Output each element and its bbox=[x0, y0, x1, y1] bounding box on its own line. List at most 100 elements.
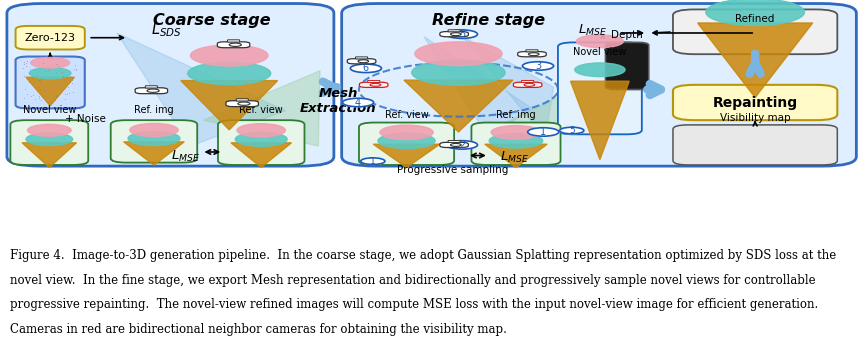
Text: Ref. img: Ref. img bbox=[497, 110, 535, 120]
Text: Ref. view: Ref. view bbox=[240, 106, 283, 116]
FancyBboxPatch shape bbox=[558, 42, 642, 134]
Polygon shape bbox=[181, 80, 278, 130]
Circle shape bbox=[576, 35, 624, 48]
Text: progressive repainting.  The novel-view refined images will compute MSE loss wit: progressive repainting. The novel-view r… bbox=[10, 299, 818, 311]
Text: Cameras in red are bidirectional neighbor cameras for obtaining the visibility m: Cameras in red are bidirectional neighbo… bbox=[10, 323, 507, 336]
Text: 1: 1 bbox=[370, 157, 375, 166]
Text: 5: 5 bbox=[569, 126, 574, 135]
Text: Figure 4.  Image-to-3D generation pipeline.  In the coarse stage, we adopt Gauss: Figure 4. Image-to-3D generation pipelin… bbox=[10, 249, 836, 262]
Circle shape bbox=[130, 123, 178, 137]
FancyBboxPatch shape bbox=[236, 99, 248, 101]
FancyBboxPatch shape bbox=[227, 40, 240, 42]
Polygon shape bbox=[22, 143, 76, 168]
FancyBboxPatch shape bbox=[217, 42, 250, 48]
Circle shape bbox=[188, 62, 271, 85]
Circle shape bbox=[378, 133, 435, 149]
Text: Novel view: Novel view bbox=[22, 106, 76, 116]
Circle shape bbox=[28, 124, 71, 136]
Polygon shape bbox=[697, 23, 813, 97]
Polygon shape bbox=[484, 144, 548, 168]
Text: Ref. view: Ref. view bbox=[385, 110, 428, 120]
Circle shape bbox=[190, 45, 268, 66]
Text: $\mathbf{\it{L}}_{MSE}$: $\mathbf{\it{L}}_{MSE}$ bbox=[171, 149, 201, 163]
Text: Depth: Depth bbox=[612, 30, 643, 40]
Circle shape bbox=[128, 131, 180, 146]
Text: Repainting: Repainting bbox=[713, 96, 798, 109]
Circle shape bbox=[446, 30, 477, 39]
Text: Progressive sampling: Progressive sampling bbox=[397, 165, 508, 175]
FancyBboxPatch shape bbox=[440, 32, 469, 37]
Text: Novel view: Novel view bbox=[573, 47, 626, 57]
Circle shape bbox=[491, 126, 541, 139]
Polygon shape bbox=[373, 144, 439, 168]
Text: 5: 5 bbox=[458, 29, 465, 39]
Polygon shape bbox=[506, 94, 564, 138]
FancyBboxPatch shape bbox=[359, 122, 454, 165]
Text: Visibility map: Visibility map bbox=[720, 112, 791, 122]
Circle shape bbox=[490, 133, 542, 148]
Circle shape bbox=[31, 57, 69, 68]
Text: $\mathbf{\it{L}}_{MSE}$: $\mathbf{\it{L}}_{MSE}$ bbox=[578, 23, 607, 38]
Text: novel view.  In the fine stage, we export Mesh representation and bidirectionall: novel view. In the fine stage, we export… bbox=[10, 273, 816, 287]
Text: $\mathbf{\it{L}}_{SDS}$: $\mathbf{\it{L}}_{SDS}$ bbox=[151, 20, 183, 39]
Circle shape bbox=[412, 60, 505, 85]
Circle shape bbox=[29, 67, 71, 79]
FancyBboxPatch shape bbox=[368, 80, 380, 83]
FancyBboxPatch shape bbox=[517, 52, 547, 57]
Text: + Noise: + Noise bbox=[65, 114, 106, 124]
Polygon shape bbox=[124, 142, 184, 165]
FancyBboxPatch shape bbox=[673, 85, 837, 120]
FancyBboxPatch shape bbox=[7, 3, 334, 166]
Text: Coarse stage: Coarse stage bbox=[153, 13, 271, 28]
Circle shape bbox=[706, 0, 804, 25]
Polygon shape bbox=[117, 33, 285, 146]
Circle shape bbox=[380, 125, 433, 140]
Text: $\mathbf{\it{L}}_{MSE}$: $\mathbf{\it{L}}_{MSE}$ bbox=[500, 150, 529, 165]
Polygon shape bbox=[203, 71, 320, 146]
Polygon shape bbox=[463, 36, 554, 138]
FancyBboxPatch shape bbox=[522, 80, 534, 83]
Circle shape bbox=[528, 128, 559, 136]
FancyBboxPatch shape bbox=[356, 57, 368, 59]
Polygon shape bbox=[231, 143, 292, 168]
FancyBboxPatch shape bbox=[226, 101, 259, 107]
FancyBboxPatch shape bbox=[218, 120, 304, 165]
Circle shape bbox=[446, 141, 477, 149]
FancyBboxPatch shape bbox=[135, 88, 168, 94]
Polygon shape bbox=[571, 81, 629, 160]
Circle shape bbox=[350, 64, 381, 73]
Text: Mesh
Extraction: Mesh Extraction bbox=[300, 87, 376, 115]
Circle shape bbox=[574, 63, 625, 77]
FancyBboxPatch shape bbox=[360, 82, 388, 87]
FancyBboxPatch shape bbox=[526, 50, 538, 52]
Text: 2: 2 bbox=[458, 140, 465, 150]
FancyBboxPatch shape bbox=[342, 3, 856, 166]
FancyBboxPatch shape bbox=[673, 125, 837, 165]
Circle shape bbox=[361, 158, 385, 164]
FancyBboxPatch shape bbox=[10, 120, 88, 165]
Text: 3: 3 bbox=[535, 61, 541, 71]
FancyBboxPatch shape bbox=[111, 120, 197, 163]
FancyBboxPatch shape bbox=[673, 9, 837, 54]
FancyBboxPatch shape bbox=[145, 86, 157, 88]
Circle shape bbox=[237, 123, 285, 137]
Text: Refined: Refined bbox=[735, 14, 775, 24]
Circle shape bbox=[343, 98, 374, 107]
FancyBboxPatch shape bbox=[471, 122, 561, 165]
Text: Refine stage: Refine stage bbox=[432, 13, 545, 28]
Circle shape bbox=[560, 127, 584, 134]
Circle shape bbox=[415, 42, 502, 66]
FancyBboxPatch shape bbox=[16, 26, 85, 50]
Polygon shape bbox=[424, 36, 532, 138]
Circle shape bbox=[26, 133, 73, 146]
FancyBboxPatch shape bbox=[440, 142, 469, 148]
FancyBboxPatch shape bbox=[448, 141, 460, 142]
Text: 6: 6 bbox=[362, 63, 369, 73]
FancyBboxPatch shape bbox=[347, 59, 375, 64]
Text: Ref. img: Ref. img bbox=[134, 106, 174, 116]
Polygon shape bbox=[404, 80, 513, 132]
Text: 1: 1 bbox=[540, 127, 547, 137]
Text: 4: 4 bbox=[355, 97, 362, 108]
Circle shape bbox=[522, 62, 554, 70]
Polygon shape bbox=[26, 77, 74, 106]
